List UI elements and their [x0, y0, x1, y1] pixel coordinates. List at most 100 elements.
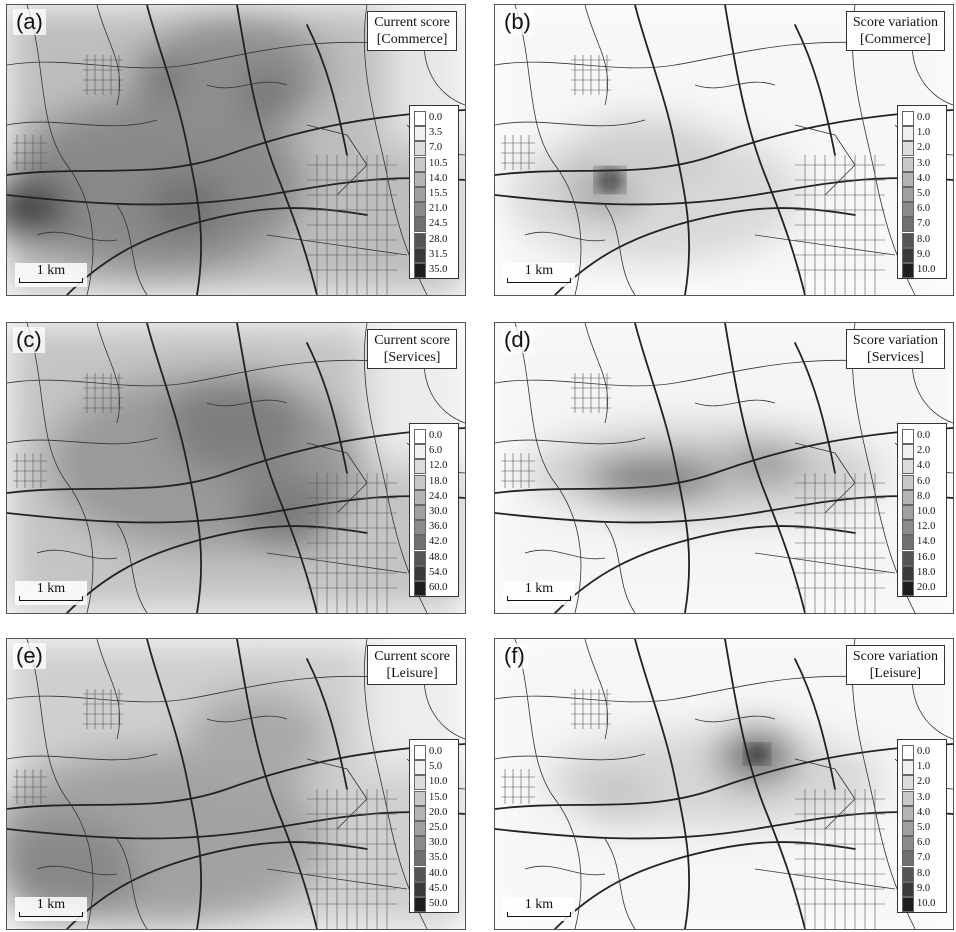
legend-label: 18.0	[917, 566, 936, 578]
legend: 0.0 1.0 2.0 3.0 4.0 5.0 6.0 7.0 8.0 9.0 10.0	[897, 105, 947, 279]
legend-swatch	[902, 866, 914, 882]
legend-swatch	[902, 474, 914, 490]
legend-label: 10.5	[429, 157, 448, 169]
legend-swatch	[414, 156, 426, 172]
map-panel-f: (f) Score variation [Leisure] 0.0 1.0 2.0 3…	[494, 638, 954, 930]
title-line-2: [Commerce]	[860, 32, 931, 47]
legend-swatch	[414, 805, 426, 821]
legend-swatch	[902, 760, 914, 776]
legend-label: 30.0	[429, 837, 448, 849]
legend-label: 3.0	[917, 791, 931, 803]
panel-letter: (c)	[13, 327, 45, 353]
legend-label: 6.0	[917, 203, 931, 215]
title-line-1: Current score	[374, 649, 450, 664]
legend-label: 31.5	[429, 248, 448, 260]
legend-label: 5.0	[917, 822, 931, 833]
legend-label: 4.0	[917, 172, 931, 184]
legend: 0.0 3.5 7.0 10.5 14.0 15.5 21.0 24.5 28.0 31.5 35.…	[409, 105, 459, 279]
heatmap-commerce-variation	[495, 5, 953, 295]
legend-label: 4.0	[917, 460, 931, 472]
legend-swatch	[902, 111, 914, 126]
legend: 0.0 2.0 4.0 6.0 8.0 10.0 12.0 14.0 16.0 18.0 20.0	[897, 423, 947, 597]
legend-swatch	[902, 851, 914, 867]
legend-label: 6.0	[917, 475, 931, 487]
title-line-1: Score variation	[852, 649, 938, 664]
legend-swatch	[902, 565, 914, 581]
legend-label: 9.0	[917, 248, 931, 260]
panel-letter: (a)	[13, 9, 46, 35]
legend-swatch	[414, 489, 426, 505]
legend-label: 10.0	[917, 898, 936, 909]
scale-label: 1 km	[524, 897, 554, 912]
panel-letter: (b)	[501, 9, 534, 35]
legend-swatch	[414, 126, 426, 142]
legend-label: 3.5	[429, 127, 443, 139]
legend-swatch	[902, 535, 914, 551]
legend-label: 9.0	[917, 882, 931, 894]
legend-label: 5.0	[429, 761, 443, 773]
panel-title-box: Current score [Leisure]	[367, 645, 457, 685]
legend-swatch	[902, 745, 914, 760]
legend: 0.0 6.0 12.0 18.0 24.0 30.0 36.0 42.0 48.0 54.0 60…	[409, 423, 459, 597]
title-line-2: [Commerce]	[376, 32, 448, 47]
scale-label: 1 km	[36, 897, 66, 912]
legend-label: 0.0	[429, 112, 443, 123]
legend-label: 20.0	[429, 806, 448, 818]
legend-swatch	[414, 851, 426, 867]
legend-label: 8.0	[917, 490, 931, 502]
legend-swatch	[902, 187, 914, 202]
legend-label: 50.0	[429, 898, 448, 909]
panel-letter: (d)	[501, 327, 534, 353]
legend: 0.0 5.0 10.0 15.0 20.0 25.0 30.0 35.0 40.0 45.0 50…	[409, 739, 459, 913]
legend-label: 45.0	[429, 882, 448, 894]
legend: 0.0 1.0 2.0 3.0 4.0 5.0 6.0 7.0 8.0 9.0 10.0	[897, 739, 947, 913]
legend-swatch	[414, 745, 426, 760]
legend-label: 8.0	[917, 233, 931, 245]
legend-label: 25.0	[429, 822, 448, 833]
legend-label: 40.0	[429, 867, 448, 879]
scale-line	[19, 912, 83, 917]
legend-label: 35.0	[429, 852, 448, 864]
scale-line	[507, 278, 571, 283]
legend-swatch	[902, 550, 914, 566]
legend-label: 12.0	[917, 521, 936, 533]
legend-label: 6.0	[429, 445, 443, 457]
legend-swatch	[414, 881, 426, 897]
legend-swatch	[414, 790, 426, 806]
legend-label: 3.0	[917, 157, 931, 169]
legend-label: 1.0	[917, 761, 931, 773]
panel-title-box: Score variation [Services]	[845, 329, 945, 369]
panel-title-box: Current score [Services]	[367, 329, 457, 369]
title-line-2: [Services]	[867, 350, 924, 365]
legend-swatch	[414, 821, 426, 836]
legend-label: 10.0	[429, 776, 448, 788]
legend-label: 0.0	[429, 746, 443, 757]
legend-swatch	[902, 881, 914, 897]
panel-letter: (e)	[13, 643, 46, 669]
legend-swatch	[414, 429, 426, 444]
legend-label: 0.0	[429, 430, 443, 441]
legend-label: 2.0	[917, 445, 931, 457]
map-panel-b: (b) Score variation [Commerce] 0.0 1.0 2.0…	[494, 4, 954, 296]
legend-label: 30.0	[429, 506, 448, 517]
legend-swatch	[902, 232, 914, 248]
legend-label: 7.0	[917, 218, 931, 230]
legend-label: 10.0	[917, 506, 936, 517]
legend-swatch	[902, 459, 914, 475]
legend-swatch	[414, 581, 426, 596]
scale-label: 1 km	[524, 581, 554, 596]
legend-swatch	[902, 429, 914, 444]
legend-label: 1.0	[917, 127, 931, 139]
map-panel-c: (c) Current score [Services] 0.0 6.0 12.0 1…	[6, 322, 466, 614]
scale-line	[19, 278, 83, 283]
legend-swatch	[902, 444, 914, 460]
legend-label: 20.0	[917, 582, 936, 593]
legend-label: 21.0	[429, 203, 448, 215]
legend-swatch	[414, 535, 426, 551]
legend-label: 60.0	[429, 582, 448, 593]
title-line-1: Score variation	[852, 333, 938, 348]
legend-swatch	[902, 126, 914, 142]
legend-label: 15.0	[429, 791, 448, 803]
title-line-2: [Leisure]	[869, 666, 922, 681]
legend-swatch	[902, 141, 914, 157]
